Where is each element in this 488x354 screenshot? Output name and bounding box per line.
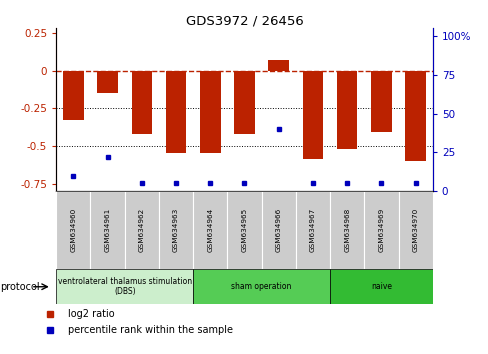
Text: log2 ratio: log2 ratio xyxy=(67,309,114,319)
Bar xyxy=(302,70,323,160)
Text: naive: naive xyxy=(370,282,391,291)
Bar xyxy=(90,191,124,269)
Bar xyxy=(227,191,261,269)
Bar xyxy=(336,70,357,149)
Bar xyxy=(405,70,425,161)
Text: ventrolateral thalamus stimulation
(DBS): ventrolateral thalamus stimulation (DBS) xyxy=(58,277,191,296)
Bar xyxy=(329,191,364,269)
Bar xyxy=(295,191,329,269)
Bar xyxy=(131,70,152,134)
Bar xyxy=(97,70,118,93)
Bar xyxy=(193,191,227,269)
Bar xyxy=(268,60,288,70)
Bar xyxy=(193,269,329,304)
Bar xyxy=(165,70,186,154)
Text: GSM634969: GSM634969 xyxy=(378,208,384,252)
Text: GSM634970: GSM634970 xyxy=(412,208,418,252)
Bar xyxy=(63,70,83,120)
Bar xyxy=(370,70,391,132)
Text: GSM634966: GSM634966 xyxy=(275,208,281,252)
Title: GDS3972 / 26456: GDS3972 / 26456 xyxy=(185,14,303,27)
Text: sham operation: sham operation xyxy=(231,282,291,291)
Bar xyxy=(261,191,295,269)
Bar xyxy=(56,191,90,269)
Bar xyxy=(56,269,193,304)
Text: GSM634960: GSM634960 xyxy=(70,208,76,252)
Text: GSM634962: GSM634962 xyxy=(139,208,144,252)
Bar xyxy=(398,191,432,269)
Text: protocol: protocol xyxy=(0,282,40,292)
Bar xyxy=(159,191,193,269)
Text: GSM634961: GSM634961 xyxy=(104,208,110,252)
Text: percentile rank within the sample: percentile rank within the sample xyxy=(67,325,232,335)
Bar xyxy=(234,70,254,134)
Bar xyxy=(329,269,432,304)
Bar xyxy=(364,191,398,269)
Text: GSM634964: GSM634964 xyxy=(207,208,213,252)
Text: GSM634967: GSM634967 xyxy=(309,208,315,252)
Text: GSM634965: GSM634965 xyxy=(241,208,247,252)
Text: GSM634963: GSM634963 xyxy=(173,208,179,252)
Bar xyxy=(124,191,159,269)
Bar xyxy=(200,70,220,154)
Text: GSM634968: GSM634968 xyxy=(344,208,349,252)
